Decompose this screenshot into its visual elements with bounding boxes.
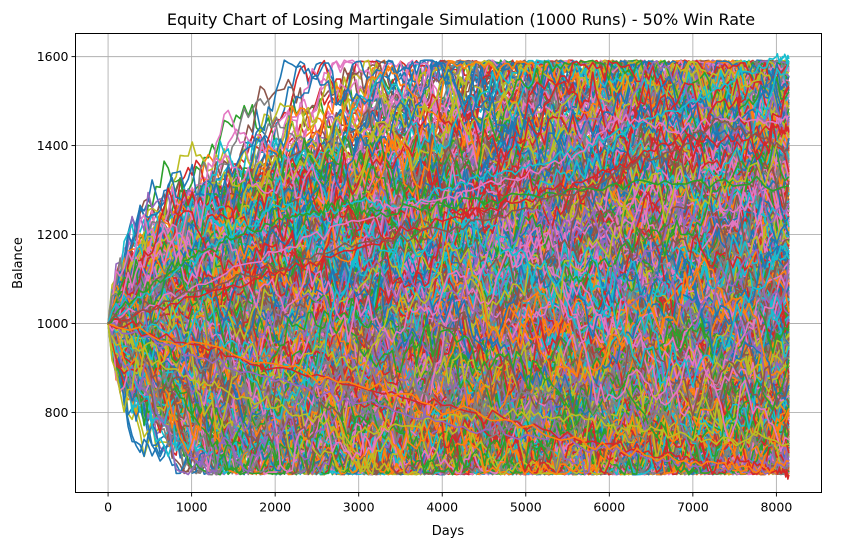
equity-series-line: [107, 267, 790, 476]
x-tick-label: 4000: [426, 500, 458, 515]
chart-title: Equity Chart of Losing Martingale Simula…: [167, 10, 755, 29]
y-tick-label: 1600: [37, 49, 69, 64]
equity-series-line: [107, 210, 790, 420]
equity-series-line: [107, 320, 790, 480]
equity-series-line: [107, 125, 790, 432]
equity-series-line: [107, 321, 790, 476]
equity-series-line: [107, 300, 790, 440]
x-tick-label: 5000: [510, 500, 542, 515]
equity-series-line: [107, 215, 790, 467]
equity-series-line: [107, 60, 790, 326]
equity-series-line: [108, 322, 790, 447]
equity-series-line: [107, 132, 790, 390]
x-tick-label: 6000: [593, 500, 625, 515]
y-tick-label: 800: [45, 405, 69, 420]
equity-series-line: [107, 60, 790, 345]
equity-series-line: [108, 53, 790, 325]
y-axis-label: Balance: [11, 237, 26, 289]
y-tick-label: 1400: [37, 138, 69, 153]
equity-series-line: [107, 71, 790, 330]
x-axis-label: Days: [432, 524, 465, 539]
y-tick-label: 1000: [37, 316, 69, 331]
x-tick-label: 8000: [760, 500, 792, 515]
equity-series-line: [107, 322, 790, 474]
x-tick-label: 3000: [343, 500, 375, 515]
equity-series-line: [107, 312, 790, 476]
x-tick-label: 2000: [259, 500, 291, 515]
equity-series-line: [107, 234, 789, 422]
equity-series-line: [107, 289, 790, 476]
y-tick-label: 1200: [37, 227, 69, 242]
equity-series-line: [107, 113, 790, 325]
x-tick-label: 1000: [176, 500, 208, 515]
equity-series-line: [107, 143, 790, 324]
equity-series-line: [107, 175, 790, 325]
equity-series-line: [107, 123, 790, 325]
equity-series-line: [107, 118, 790, 325]
axis-ticks: 0 1000 2000 3000 4000 5000 6000 7000 8000 800 1000…: [37, 49, 793, 514]
equity-series-line: [107, 147, 790, 403]
x-tick-label: 0: [104, 500, 112, 515]
equity-series-line: [108, 322, 790, 471]
equity-series-line: [107, 59, 790, 324]
axes-frame: [75, 33, 822, 493]
x-tick-label: 7000: [677, 500, 709, 515]
plot-area: [107, 53, 790, 480]
equity-series-line: [107, 223, 790, 453]
equity-series-line: [107, 244, 790, 416]
